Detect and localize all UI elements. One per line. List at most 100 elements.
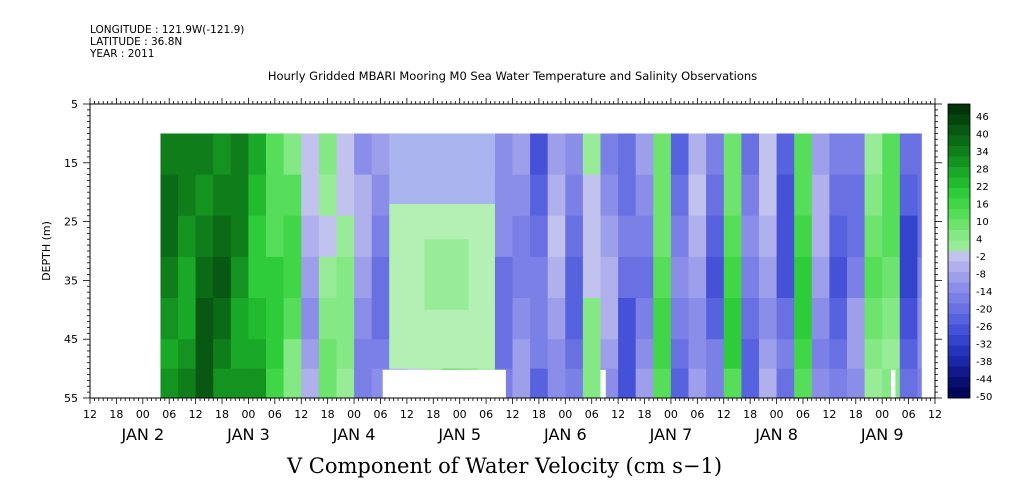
heatmap-cell bbox=[318, 298, 338, 340]
heatmap-cell bbox=[530, 133, 549, 176]
heatmap-cell bbox=[283, 339, 302, 370]
heatmap-cell bbox=[706, 256, 725, 299]
heatmap-cell bbox=[706, 368, 725, 398]
heatmap-cell bbox=[248, 368, 267, 398]
heatmap-cell bbox=[283, 174, 302, 217]
x-hour-label: 12 bbox=[189, 408, 203, 421]
x-day-label: JAN 7 bbox=[649, 425, 693, 444]
heatmap-cell bbox=[494, 133, 514, 176]
heatmap-cell bbox=[565, 174, 584, 217]
heatmap-cell bbox=[635, 256, 654, 299]
x-hour-label: 06 bbox=[479, 408, 493, 421]
heatmap-cell bbox=[565, 133, 584, 176]
heatmap-cell bbox=[917, 256, 923, 299]
heatmap-cell bbox=[178, 174, 197, 217]
heatmap-cell bbox=[494, 174, 514, 217]
heatmap-cell bbox=[882, 215, 901, 258]
heatmap-cell bbox=[917, 174, 923, 217]
colorbar-swatch bbox=[948, 188, 970, 199]
heatmap-cell bbox=[301, 298, 320, 340]
heatmap-cell bbox=[213, 215, 232, 258]
heatmap-cell bbox=[776, 174, 795, 217]
colorbar-label: 40 bbox=[976, 130, 989, 141]
x-day-label: JAN 4 bbox=[332, 425, 376, 444]
heatmap-cell bbox=[160, 368, 179, 398]
x-hour-label: 18 bbox=[215, 408, 229, 421]
heatmap-cell bbox=[283, 256, 302, 299]
heatmap-cell bbox=[618, 298, 637, 340]
heatmap-cell bbox=[882, 256, 901, 299]
heatmap-cell bbox=[230, 215, 249, 258]
heatmap-cell bbox=[741, 368, 760, 398]
colorbar-swatch bbox=[948, 272, 970, 283]
x-hour-label: 06 bbox=[585, 408, 599, 421]
colorbar-label: 34 bbox=[976, 147, 989, 158]
colorbar-swatch bbox=[948, 198, 970, 210]
heatmap-cell bbox=[248, 298, 267, 340]
y-axis: 5 15 25 35 45 55 bbox=[64, 98, 942, 405]
colorbar-label: -2 bbox=[976, 252, 986, 263]
x-axis: 12 18 00 06 12 18 00 06 12 18 00 06 12 18 00 06 12 18 00 06… bbox=[83, 98, 942, 444]
heatmap-cell bbox=[706, 133, 725, 176]
heatmap-cell bbox=[706, 339, 725, 370]
heatmap-cell bbox=[354, 256, 373, 299]
heatmap-cell bbox=[530, 215, 549, 258]
heatmap-cell bbox=[829, 174, 848, 217]
latitude-label: LATITUDE : 36.8N bbox=[90, 36, 183, 48]
heatmap-cell bbox=[741, 174, 760, 217]
heatmap-cell bbox=[195, 133, 214, 176]
colorbar-label: 28 bbox=[976, 165, 989, 176]
heatmap-cell bbox=[354, 215, 373, 258]
colorbar: 46 40 34 28 22 16 10 4 -2 -8 -14 -20 -26 -32 -38 -44 -50 bbox=[947, 103, 992, 403]
heatmap-cell bbox=[371, 133, 390, 176]
heatmap-cell bbox=[759, 339, 778, 370]
heatmap-cell bbox=[336, 339, 355, 370]
colorbar-swatch bbox=[948, 251, 970, 262]
heatmap-cell bbox=[318, 215, 338, 258]
x-hour-label: 00 bbox=[453, 408, 467, 421]
heatmap-cell bbox=[318, 339, 338, 370]
heatmap-cell bbox=[371, 256, 390, 299]
heatmap-cell bbox=[336, 298, 355, 340]
variable-title: V Component of Water Velocity (cm s−1) bbox=[286, 454, 723, 478]
heatmap-cell bbox=[829, 256, 848, 299]
heatmap-cell bbox=[178, 256, 197, 299]
heatmap-cell bbox=[160, 215, 179, 258]
colorbar-label: -38 bbox=[976, 357, 992, 368]
heatmap-cell bbox=[899, 368, 918, 398]
heatmap-cell bbox=[213, 256, 232, 299]
heatmap-cell bbox=[847, 215, 866, 258]
heatmap-cell bbox=[882, 339, 901, 370]
heatmap-cell bbox=[759, 174, 778, 217]
heatmap-cell bbox=[301, 215, 320, 258]
heatmap-cell bbox=[266, 174, 285, 217]
heatmap-cell bbox=[283, 133, 302, 176]
colorbar-label: 22 bbox=[976, 182, 989, 193]
heatmap-cell bbox=[213, 298, 232, 340]
colorbar-swatch bbox=[948, 104, 970, 115]
heatmap-cell bbox=[230, 339, 249, 370]
heatmap-cell bbox=[899, 174, 918, 217]
colorbar-swatch bbox=[948, 314, 970, 325]
heatmap-cell bbox=[248, 133, 267, 176]
heatmap-cell bbox=[847, 133, 866, 176]
heatmap-cell bbox=[794, 174, 813, 217]
heatmap-cell bbox=[829, 133, 848, 176]
heatmap-cell bbox=[565, 339, 584, 370]
y-tick-label: 25 bbox=[64, 216, 78, 229]
x-hour-label: 00 bbox=[241, 408, 255, 421]
x-hour-label: 18 bbox=[532, 408, 546, 421]
heatmap-cell bbox=[670, 256, 690, 299]
colorbar-swatch bbox=[948, 282, 970, 294]
heatmap-cell bbox=[811, 133, 830, 176]
colorbar-label: -32 bbox=[976, 340, 992, 351]
colorbar-swatch bbox=[948, 156, 970, 168]
heatmap-cell bbox=[759, 133, 778, 176]
heatmap-cell bbox=[547, 368, 566, 398]
heatmap-cell bbox=[882, 298, 901, 340]
heatmap-cell bbox=[653, 133, 672, 176]
colorbar-swatch bbox=[948, 293, 970, 304]
heatmap-cell bbox=[811, 256, 830, 299]
colorbar-label: -44 bbox=[976, 375, 992, 386]
x-day-label: JAN 8 bbox=[754, 425, 798, 444]
